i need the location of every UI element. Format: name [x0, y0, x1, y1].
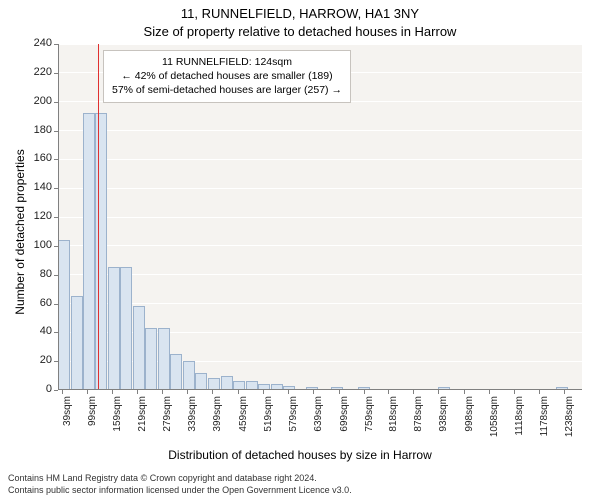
y-axis-line — [58, 44, 59, 390]
y-tick-mark — [54, 390, 58, 391]
x-tick-mark — [313, 390, 314, 394]
x-tick-mark — [413, 390, 414, 394]
property-marker-line — [98, 44, 99, 390]
y-axis-label: Number of detached properties — [13, 102, 27, 362]
x-tick-mark — [162, 390, 163, 394]
title-sub: Size of property relative to detached ho… — [0, 24, 600, 39]
y-tick-label: 160 — [24, 152, 52, 164]
x-tick-label: 579sqm — [288, 396, 299, 446]
x-tick-label: 339sqm — [187, 396, 198, 446]
histogram-bar — [58, 240, 70, 390]
x-tick-mark — [438, 390, 439, 394]
histogram-bar — [183, 361, 195, 390]
chart-plot-area: 02040608010012014016018020022024039sqm99… — [58, 44, 582, 390]
x-tick-mark — [238, 390, 239, 394]
grid-line-horizontal — [58, 217, 582, 218]
y-tick-label: 120 — [24, 210, 52, 222]
x-tick-label: 998sqm — [464, 396, 475, 446]
histogram-bar — [83, 113, 95, 390]
y-tick-label: 60 — [24, 297, 52, 309]
histogram-bar — [221, 376, 233, 390]
histogram-bar — [95, 113, 107, 390]
info-box-line: ← 42% of detached houses are smaller (18… — [112, 69, 342, 83]
histogram-bar — [71, 296, 83, 390]
y-tick-label: 200 — [24, 95, 52, 107]
y-tick-label: 180 — [24, 124, 52, 136]
x-tick-mark — [187, 390, 188, 394]
grid-line-horizontal — [58, 130, 582, 131]
y-tick-label: 0 — [24, 383, 52, 395]
histogram-bar — [158, 328, 170, 390]
y-tick-label: 80 — [24, 268, 52, 280]
x-tick-mark — [464, 390, 465, 394]
x-tick-label: 759sqm — [364, 396, 375, 446]
x-tick-label: 99sqm — [87, 396, 98, 446]
histogram-bar — [195, 373, 207, 390]
y-tick-label: 140 — [24, 181, 52, 193]
grid-line-horizontal — [58, 188, 582, 189]
y-tick-label: 240 — [24, 37, 52, 49]
x-tick-label: 1058sqm — [489, 396, 500, 446]
histogram-bar — [133, 306, 145, 390]
x-tick-label: 279sqm — [162, 396, 173, 446]
x-tick-mark — [339, 390, 340, 394]
x-tick-label: 1238sqm — [564, 396, 575, 446]
x-tick-label: 878sqm — [413, 396, 424, 446]
x-tick-label: 219sqm — [137, 396, 148, 446]
x-tick-mark — [288, 390, 289, 394]
histogram-bar — [108, 267, 120, 390]
x-tick-mark — [489, 390, 490, 394]
x-tick-mark — [539, 390, 540, 394]
x-tick-mark — [263, 390, 264, 394]
footer-copyright-1: Contains HM Land Registry data © Crown c… — [8, 473, 592, 483]
x-tick-mark — [564, 390, 565, 394]
x-tick-label: 159sqm — [112, 396, 123, 446]
title-main: 11, RUNNELFIELD, HARROW, HA1 3NY — [0, 6, 600, 21]
footer-copyright-2: Contains public sector information licen… — [8, 485, 592, 495]
info-box-line: 57% of semi-detached houses are larger (… — [112, 83, 342, 97]
y-tick-label: 220 — [24, 66, 52, 78]
x-tick-label: 699sqm — [339, 396, 350, 446]
x-tick-label: 459sqm — [238, 396, 249, 446]
x-tick-mark — [112, 390, 113, 394]
x-tick-mark — [62, 390, 63, 394]
y-tick-label: 100 — [24, 239, 52, 251]
x-tick-label: 1178sqm — [539, 396, 550, 446]
x-tick-mark — [388, 390, 389, 394]
y-tick-label: 40 — [24, 325, 52, 337]
x-tick-mark — [137, 390, 138, 394]
histogram-bar — [170, 354, 182, 390]
x-tick-mark — [87, 390, 88, 394]
property-info-box: 11 RUNNELFIELD: 124sqm← 42% of detached … — [103, 50, 351, 103]
x-tick-mark — [212, 390, 213, 394]
y-tick-label: 20 — [24, 354, 52, 366]
x-tick-label: 39sqm — [62, 396, 73, 446]
x-tick-label: 399sqm — [212, 396, 223, 446]
x-axis-line — [58, 389, 582, 390]
x-axis-label: Distribution of detached houses by size … — [0, 448, 600, 462]
x-tick-label: 938sqm — [438, 396, 449, 446]
histogram-bar — [120, 267, 132, 390]
grid-line-horizontal — [58, 274, 582, 275]
info-box-line: 11 RUNNELFIELD: 124sqm — [112, 55, 342, 69]
grid-line-horizontal — [58, 44, 582, 45]
grid-line-horizontal — [58, 303, 582, 304]
grid-line-horizontal — [58, 245, 582, 246]
x-tick-mark — [364, 390, 365, 394]
x-tick-label: 1118sqm — [514, 396, 525, 446]
grid-line-horizontal — [58, 159, 582, 160]
histogram-bar — [145, 328, 157, 390]
x-tick-label: 639sqm — [313, 396, 324, 446]
x-tick-label: 818sqm — [388, 396, 399, 446]
x-tick-mark — [514, 390, 515, 394]
x-tick-label: 519sqm — [263, 396, 274, 446]
